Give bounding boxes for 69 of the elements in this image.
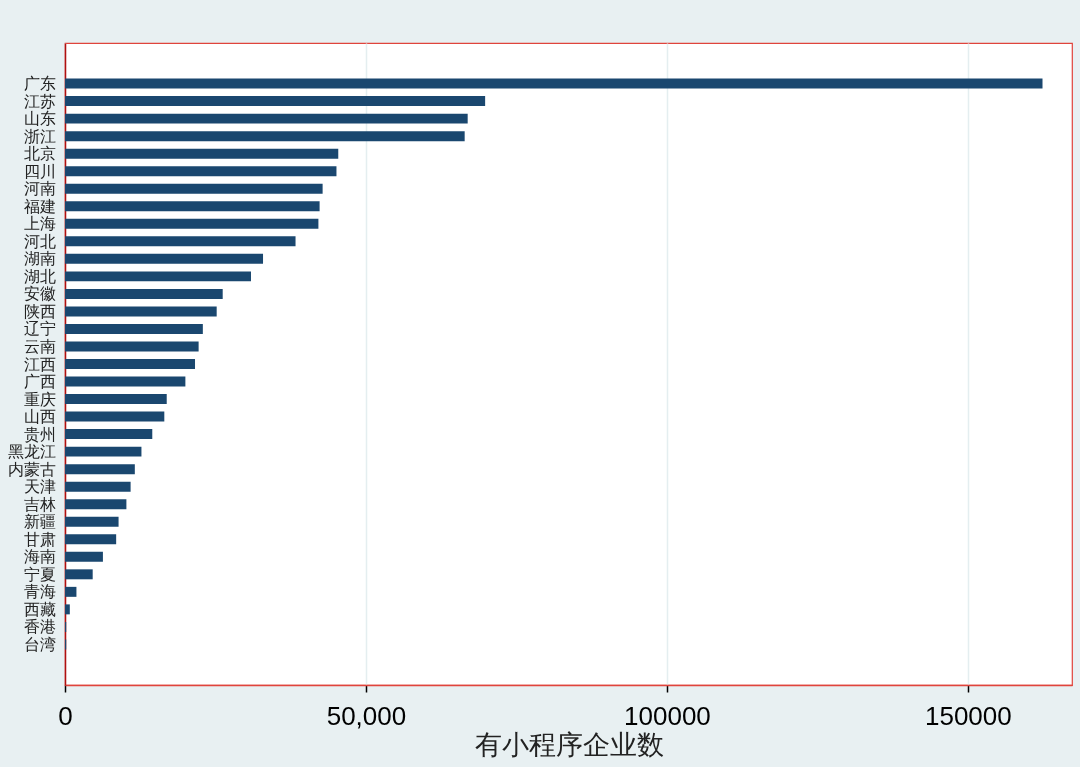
y-tick-label: 贵州 — [23, 424, 56, 444]
y-tick-label: 上海 — [23, 214, 56, 234]
bar — [65, 481, 131, 492]
x-axis-title: 有小程序企业数 — [474, 728, 664, 760]
bar — [65, 218, 319, 229]
bar — [65, 78, 1043, 89]
y-tick-label: 西藏 — [23, 599, 56, 619]
bar — [65, 288, 223, 299]
bar — [65, 166, 337, 177]
bar — [65, 586, 77, 597]
bar — [65, 341, 199, 352]
bar — [65, 96, 486, 107]
y-tick-label: 山东 — [23, 109, 56, 129]
y-tick-label: 海南 — [23, 547, 56, 567]
y-tick-label: 山西 — [23, 407, 56, 427]
bar — [65, 569, 93, 580]
bar — [65, 376, 186, 387]
y-tick-label: 重庆 — [23, 389, 56, 409]
y-tick-label: 福建 — [23, 196, 56, 216]
bar — [65, 201, 320, 212]
y-tick-label: 江西 — [23, 354, 56, 374]
bar — [65, 516, 119, 527]
bar — [65, 148, 339, 159]
y-tick-label: 河南 — [23, 179, 56, 199]
bar — [65, 499, 127, 510]
bar — [65, 359, 196, 369]
y-tick-label: 安徽 — [23, 284, 56, 304]
bar — [65, 534, 117, 545]
y-tick-label: 香港 — [23, 617, 56, 637]
y-tick-label: 四川 — [23, 161, 56, 181]
y-tick-label: 浙江 — [23, 126, 56, 146]
bar — [65, 306, 217, 317]
y-tick-label: 广西 — [23, 372, 56, 392]
bar — [65, 464, 135, 475]
y-tick-label: 云南 — [23, 336, 56, 356]
y-tick-label: 天津 — [23, 477, 56, 497]
bar — [65, 411, 165, 422]
x-tick-label: 0 — [58, 700, 73, 731]
y-tick-label: 湖南 — [23, 249, 56, 269]
y-tick-label: 北京 — [23, 144, 56, 164]
y-tick-label: 青海 — [23, 582, 56, 602]
bar — [65, 604, 70, 615]
y-tick-label: 河北 — [23, 231, 56, 251]
bar — [65, 446, 142, 457]
y-tick-label: 台湾 — [23, 634, 56, 654]
bar — [65, 323, 203, 334]
bar — [65, 183, 323, 194]
y-tick-label: 甘肃 — [23, 529, 56, 549]
y-tick-label: 吉林 — [23, 494, 56, 514]
bar — [65, 271, 251, 282]
y-tick-label: 黑龙江 — [7, 442, 56, 462]
y-tick-label: 陕西 — [23, 301, 56, 321]
bar — [65, 253, 264, 264]
bar — [65, 429, 153, 440]
y-tick-label: 湖北 — [23, 266, 56, 286]
y-tick-label: 内蒙古 — [7, 459, 56, 479]
y-tick-label: 广东 — [23, 74, 56, 94]
y-tick-label: 新疆 — [23, 512, 56, 532]
bar — [65, 131, 465, 142]
y-tick-label: 辽宁 — [23, 319, 56, 339]
x-tick-label: 150000 — [924, 700, 1012, 731]
y-tick-label: 江苏 — [23, 91, 56, 111]
y-tick-label: 宁夏 — [23, 564, 56, 584]
bar — [65, 113, 468, 124]
bar — [65, 236, 296, 247]
x-tick-label: 100000 — [624, 700, 711, 731]
bar — [65, 394, 167, 405]
bar — [65, 551, 103, 562]
x-tick-label: 50,000 — [326, 700, 407, 731]
